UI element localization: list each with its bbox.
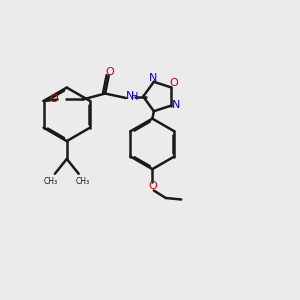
Text: O: O	[148, 182, 157, 191]
Text: O: O	[50, 94, 58, 104]
Text: N: N	[126, 91, 135, 100]
Text: CH₃: CH₃	[76, 177, 90, 186]
Text: N: N	[149, 73, 158, 82]
Text: O: O	[106, 67, 115, 77]
Text: O: O	[170, 78, 178, 88]
Text: CH₃: CH₃	[44, 177, 58, 186]
Text: H: H	[131, 92, 139, 102]
Text: N: N	[172, 100, 181, 110]
